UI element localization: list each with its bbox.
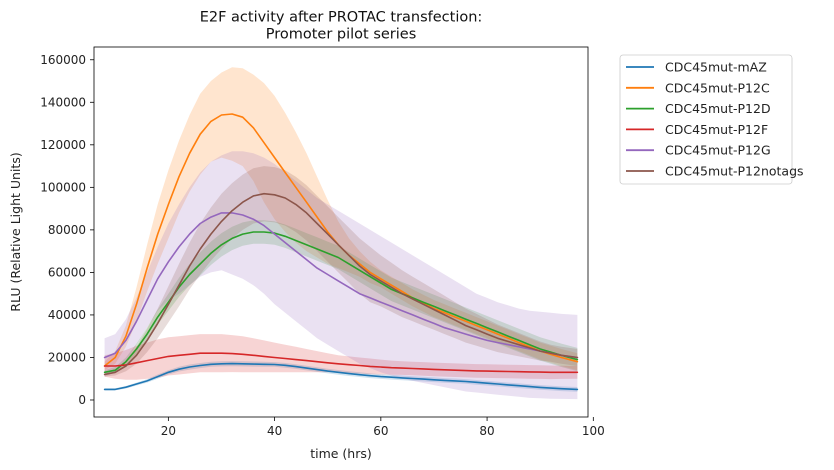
x-axis-label: time (hrs) xyxy=(310,446,372,461)
band-cdc45mut-p12c xyxy=(104,67,578,371)
band-cdc45mut-p12d xyxy=(104,220,578,375)
series-line-cdc45mut-maz xyxy=(103,362,579,391)
x-axis-ticks: 20 40 60 80 100 xyxy=(161,417,605,438)
legend-frame xyxy=(619,54,793,185)
y-tick-label: 100000 xyxy=(40,180,86,194)
legend-label: CDC45mut-P12notags xyxy=(665,164,804,179)
series-line-cdc45mut-p12notags xyxy=(103,192,579,376)
legend-label: CDC45mut-P12G xyxy=(665,143,771,158)
band-cdc45mut-p12notags xyxy=(104,166,578,377)
y-tick-label: 140000 xyxy=(40,95,86,109)
y-axis-ticks: 0 20000 40000 60000 80000 100000 120000 140000 1… xyxy=(40,53,94,407)
chart-title: E2F activity after PROTAC transfection: xyxy=(200,10,483,26)
legend-label: CDC45mut-mAZ xyxy=(665,60,767,75)
plot-frame xyxy=(93,46,589,418)
band-cdc45mut-maz xyxy=(104,361,578,392)
y-tick-label: 160000 xyxy=(40,53,86,67)
x-tick-label: 80 xyxy=(479,424,494,438)
y-tick-label: 0 xyxy=(78,393,86,407)
y-tick-label: 120000 xyxy=(40,138,86,152)
x-tick-label: 100 xyxy=(582,424,605,438)
x-tick-label: 40 xyxy=(267,424,282,438)
legend-label: CDC45mut-P12C xyxy=(665,80,770,95)
y-tick-label: 80000 xyxy=(48,223,86,237)
series-lines xyxy=(103,113,579,391)
y-tick-label: 20000 xyxy=(48,350,86,364)
x-tick-label: 60 xyxy=(373,424,388,438)
y-tick-label: 40000 xyxy=(48,308,86,322)
band-cdc45mut-p12f xyxy=(104,334,578,380)
legend-label: CDC45mut-P12D xyxy=(665,101,771,116)
series-line-cdc45mut-p12g xyxy=(103,212,579,359)
y-tick-label: 60000 xyxy=(48,265,86,279)
chart-subtitle: Promoter pilot series xyxy=(266,27,417,43)
legend-label: CDC45mut-P12F xyxy=(665,122,768,137)
series-line-cdc45mut-p12f xyxy=(103,352,579,374)
y-axis-label: RLU (Relative Light Units) xyxy=(8,152,23,311)
legend: CDC45mut-mAZ CDC45mut-P12C CDC45mut-P12D CD… xyxy=(619,54,804,185)
confidence-bands xyxy=(104,67,578,400)
x-tick-label: 20 xyxy=(161,424,176,438)
series-line-cdc45mut-p12d xyxy=(103,231,579,374)
